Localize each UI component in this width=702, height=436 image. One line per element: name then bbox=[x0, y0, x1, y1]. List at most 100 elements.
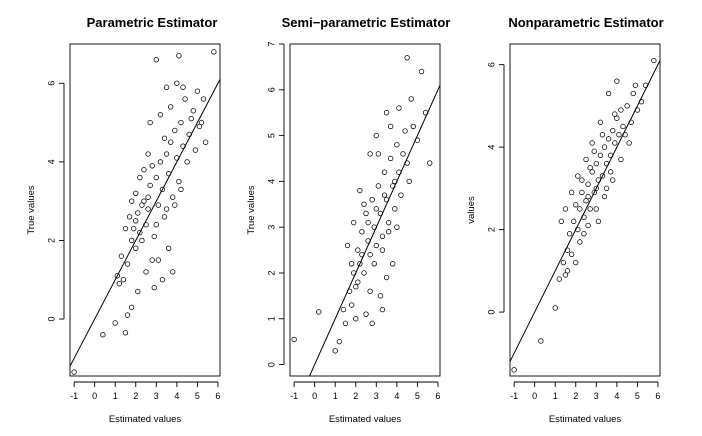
data-point bbox=[369, 197, 375, 203]
data-point bbox=[161, 135, 168, 141]
x-tick-label: 2 bbox=[573, 391, 578, 401]
data-point bbox=[581, 231, 587, 237]
data-point bbox=[351, 219, 357, 226]
data-point bbox=[176, 178, 182, 185]
data-point bbox=[128, 304, 135, 310]
chart-title: Semi−parametric Estimator bbox=[282, 15, 451, 30]
data-point bbox=[147, 119, 153, 126]
data-point bbox=[390, 183, 396, 189]
data-point bbox=[145, 194, 151, 200]
data-point bbox=[610, 127, 616, 134]
data-point bbox=[149, 257, 155, 263]
data-point bbox=[159, 277, 166, 283]
data-point bbox=[618, 156, 624, 163]
data-point bbox=[133, 245, 139, 251]
data-point bbox=[591, 189, 597, 196]
data-point bbox=[564, 268, 571, 274]
data-point bbox=[593, 206, 599, 212]
data-point bbox=[153, 174, 159, 181]
data-point bbox=[373, 242, 379, 249]
data-point bbox=[174, 155, 180, 161]
data-point bbox=[402, 128, 408, 134]
data-point bbox=[194, 88, 201, 94]
data-point bbox=[120, 277, 127, 283]
data-point bbox=[176, 53, 182, 59]
chart-title: Parametric Estimator bbox=[87, 15, 218, 30]
y-tick-label: 1 bbox=[267, 316, 277, 321]
data-point bbox=[568, 251, 575, 258]
plot-frame bbox=[69, 43, 221, 377]
data-point bbox=[593, 160, 599, 167]
data-point bbox=[605, 90, 612, 97]
data-point bbox=[385, 229, 392, 235]
fit-line bbox=[308, 85, 440, 376]
data-point bbox=[603, 160, 610, 167]
data-point bbox=[365, 238, 371, 244]
x-tick-label: 6 bbox=[215, 391, 220, 401]
data-point bbox=[427, 160, 433, 166]
data-point bbox=[414, 137, 421, 143]
data-point bbox=[612, 111, 618, 117]
data-point bbox=[184, 159, 190, 165]
data-point bbox=[612, 140, 618, 146]
data-point bbox=[135, 210, 141, 216]
data-point bbox=[163, 151, 170, 157]
data-point bbox=[170, 194, 176, 200]
data-point bbox=[348, 302, 355, 308]
data-point bbox=[589, 140, 595, 146]
x-tick-label: 4 bbox=[394, 391, 399, 401]
data-point bbox=[316, 309, 322, 315]
data-point bbox=[155, 257, 162, 263]
data-point bbox=[188, 115, 194, 122]
data-point bbox=[168, 104, 174, 110]
data-point bbox=[599, 132, 606, 138]
data-point bbox=[186, 131, 192, 138]
data-point bbox=[558, 218, 565, 225]
data-point bbox=[581, 214, 587, 220]
data-point bbox=[168, 139, 174, 145]
data-point bbox=[599, 173, 606, 179]
data-point bbox=[367, 251, 373, 258]
data-point bbox=[595, 218, 602, 225]
data-point bbox=[408, 96, 414, 102]
data-point bbox=[137, 229, 143, 236]
data-point bbox=[365, 219, 371, 226]
x-axis-label: Estimated values bbox=[329, 414, 402, 425]
data-point bbox=[155, 202, 162, 208]
data-point bbox=[404, 55, 410, 61]
data-point bbox=[178, 119, 184, 126]
data-point bbox=[614, 115, 620, 121]
data-point bbox=[355, 247, 361, 253]
data-point bbox=[351, 270, 357, 276]
x-tick-label: 2 bbox=[133, 391, 138, 401]
data-point bbox=[291, 336, 297, 343]
data-point bbox=[418, 68, 425, 75]
y-tick-label: 4 bbox=[487, 145, 497, 150]
x-tick-label: 2 bbox=[353, 391, 358, 401]
data-point bbox=[139, 237, 145, 244]
y-tick-label: 0 bbox=[47, 317, 57, 322]
data-point bbox=[579, 189, 585, 196]
data-point bbox=[400, 151, 406, 157]
data-point bbox=[575, 226, 581, 233]
data-point bbox=[178, 186, 184, 193]
data-point bbox=[124, 312, 131, 318]
data-point bbox=[562, 272, 569, 278]
data-point bbox=[180, 143, 186, 149]
data-point bbox=[122, 225, 129, 232]
data-point bbox=[128, 237, 135, 244]
data-point bbox=[348, 261, 355, 267]
data-point bbox=[651, 57, 657, 64]
data-point bbox=[398, 192, 404, 198]
data-point bbox=[587, 165, 593, 171]
y-axis-label: True values bbox=[26, 185, 37, 235]
data-point bbox=[601, 193, 608, 200]
data-point bbox=[363, 311, 369, 317]
data-point bbox=[577, 239, 583, 245]
data-point bbox=[616, 132, 622, 138]
data-point bbox=[211, 49, 217, 55]
x-tick-label: 0 bbox=[92, 391, 97, 401]
x-axis-label: Estimated values bbox=[549, 414, 622, 425]
data-point bbox=[153, 57, 159, 63]
panel-3: Nonparametric Estimator -1 0 1 2 3 4 5 6 0 2 4 6 Esti… bbox=[466, 15, 664, 425]
